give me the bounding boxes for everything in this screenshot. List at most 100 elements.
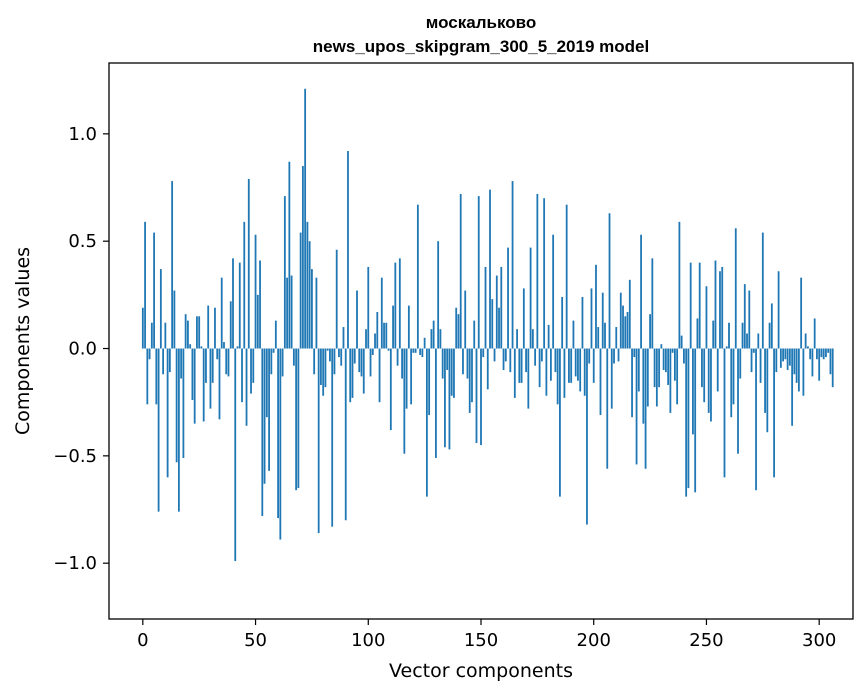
chart-title-line2: news_upos_skipgram_300_5_2019 model [313,37,649,56]
bar-304 [827,348,830,353]
bar-209 [613,348,615,364]
bar-186 [561,296,564,349]
bar-217 [631,348,633,418]
bar-187 [563,348,566,398]
bar-249 [703,348,706,403]
bar-122 [416,204,419,349]
bar-243 [689,262,692,349]
bar-188 [565,204,568,349]
bar-228 [655,348,658,407]
y-axis-label: Components values [12,247,34,435]
bar-206 [606,348,609,469]
bar-302 [822,348,825,360]
bar-250 [705,286,708,349]
bar-216 [628,279,631,349]
bar-53 [261,348,264,516]
bar-74 [308,241,311,349]
bar-29 [207,305,210,349]
bar-191 [572,320,575,349]
bar-144 [466,348,469,379]
bar-6 [155,348,158,405]
bar-168 [520,348,523,383]
bar-221 [640,234,642,349]
bar-193 [577,348,579,381]
bar-128 [430,329,433,349]
bar-192 [574,348,577,377]
bar-35 [220,277,223,349]
bar-233 [667,348,670,385]
bar-180 [547,324,550,349]
bar-266 [741,322,744,349]
bar-126 [425,348,428,497]
bar-230 [660,344,663,349]
bar-253 [712,320,715,349]
bar-222 [642,348,645,424]
bar-205 [604,322,606,349]
bar-105 [378,348,381,403]
bar-275 [761,232,764,349]
bar-81 [324,348,327,388]
bar-106 [380,277,383,349]
bar-16 [177,348,180,512]
bar-83 [329,348,331,362]
bar-272 [755,348,757,491]
bar-44 [241,348,243,403]
y-tick-label-0: −1.0 [53,553,97,574]
x-tick-label-250: 250 [689,630,723,651]
bar-72 [304,88,307,349]
bar-41 [234,348,237,562]
bar-101 [369,348,372,377]
bar-271 [752,348,755,353]
bar-137 [450,348,453,396]
bar-48 [250,348,252,394]
bar-214 [624,316,627,349]
bar-303 [825,348,827,358]
bar-138 [453,348,455,398]
bar-197 [586,348,588,525]
bar-202 [597,327,600,349]
bar-151 [482,348,485,358]
bar-181 [549,348,552,381]
bar-82 [326,348,329,351]
bar-78 [317,348,320,534]
bar-51 [256,294,259,349]
bar-232 [664,348,667,373]
bar-108 [385,322,388,349]
x-tick-label-0: 0 [137,630,148,651]
bar-226 [651,258,654,349]
bar-211 [617,348,620,362]
bar-88 [340,348,343,366]
x-axis-ticks: 0 50 100 150 200 250 300 [137,619,836,651]
bar-62 [281,348,284,377]
chart-title-line1: москальково [426,13,536,32]
bar-150 [480,348,482,446]
bar-295 [807,346,809,349]
bar-60 [277,348,279,519]
bar-80 [322,348,325,396]
x-axis-label: Vector components [389,660,573,682]
bar-79 [320,348,322,385]
bar-278 [768,322,771,349]
bar-224 [646,348,649,407]
bar-36 [223,342,225,349]
bar-117 [405,348,408,409]
bar-231 [662,348,665,370]
bar-12 [168,348,171,373]
bar-95 [356,290,358,349]
bar-31 [211,348,214,383]
bar-129 [432,320,435,349]
x-tick-label-300: 300 [802,630,836,651]
bar-118 [407,305,410,349]
bar-289 [793,348,796,375]
bar-166 [516,329,518,349]
bar-291 [797,348,800,392]
bar-59 [274,320,277,349]
bar-65 [288,161,291,349]
bar-225 [649,314,651,349]
bar-77 [315,277,318,349]
bar-116 [403,348,406,454]
bar-258 [723,348,726,478]
bar-161 [504,348,507,362]
bar-97 [360,348,363,377]
